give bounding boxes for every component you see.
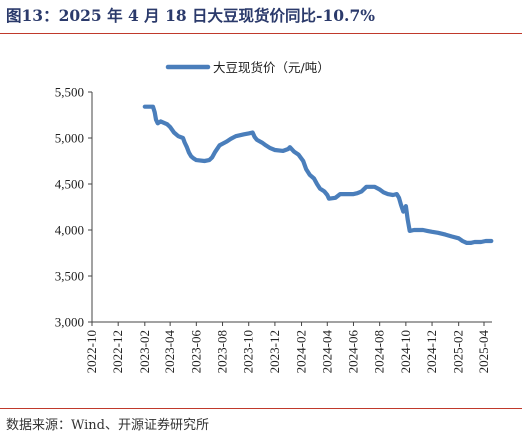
- x-axis-labels: 2022-10 2022-12 2023-02 2023-04 2023-06 2023-…: [84, 330, 491, 374]
- y-axis-labels: 3,000 3,500 4,000 4,500 5,000 5,500: [55, 85, 84, 330]
- data-source: 数据来源：Wind、开源证券研究所: [6, 418, 209, 433]
- legend-label: 大豆现货价（元/吨）: [213, 60, 330, 75]
- x-tick-label: 2022-12: [110, 330, 125, 373]
- x-tick-label: 2023-06: [188, 330, 203, 374]
- legend: 大豆现货价（元/吨）: [165, 60, 330, 75]
- x-tick-label: 2024-12: [424, 330, 439, 373]
- y-tick-label: 3,500: [55, 269, 84, 284]
- series: [142, 104, 494, 245]
- x-tick-label: 2024-10: [398, 330, 413, 373]
- y-tick-label: 4,000: [55, 223, 84, 238]
- y-tick-label: 5,500: [55, 85, 84, 100]
- x-tick-label: 2024-02: [294, 330, 309, 373]
- x-tick-label: 2023-10: [241, 330, 256, 373]
- x-tick-label: 2023-02: [137, 330, 152, 373]
- x-tick-label: 2024-04: [319, 330, 334, 374]
- x-tick-label: 2022-10: [84, 330, 99, 373]
- x-tick-label: 2023-12: [267, 330, 282, 373]
- y-tick-label: 3,000: [55, 315, 84, 330]
- axes: [88, 91, 492, 326]
- x-tick-label: 2023-04: [162, 330, 177, 374]
- x-tick-label: 2023-08: [215, 330, 230, 373]
- x-tick-label: 2025-04: [476, 330, 491, 374]
- y-tick-label: 5,000: [55, 131, 84, 146]
- series-line: [142, 104, 494, 245]
- page-title: 图13：2025 年 4 月 18 日大豆现货价同比-10.7%: [6, 6, 375, 25]
- footer-divider: [0, 408, 522, 409]
- header-divider: [0, 33, 522, 34]
- x-tick-label: 2025-02: [451, 330, 466, 373]
- x-tick-label: 2024-08: [372, 330, 387, 373]
- y-tick-label: 4,500: [55, 177, 84, 192]
- x-tick-label: 2024-06: [345, 330, 360, 374]
